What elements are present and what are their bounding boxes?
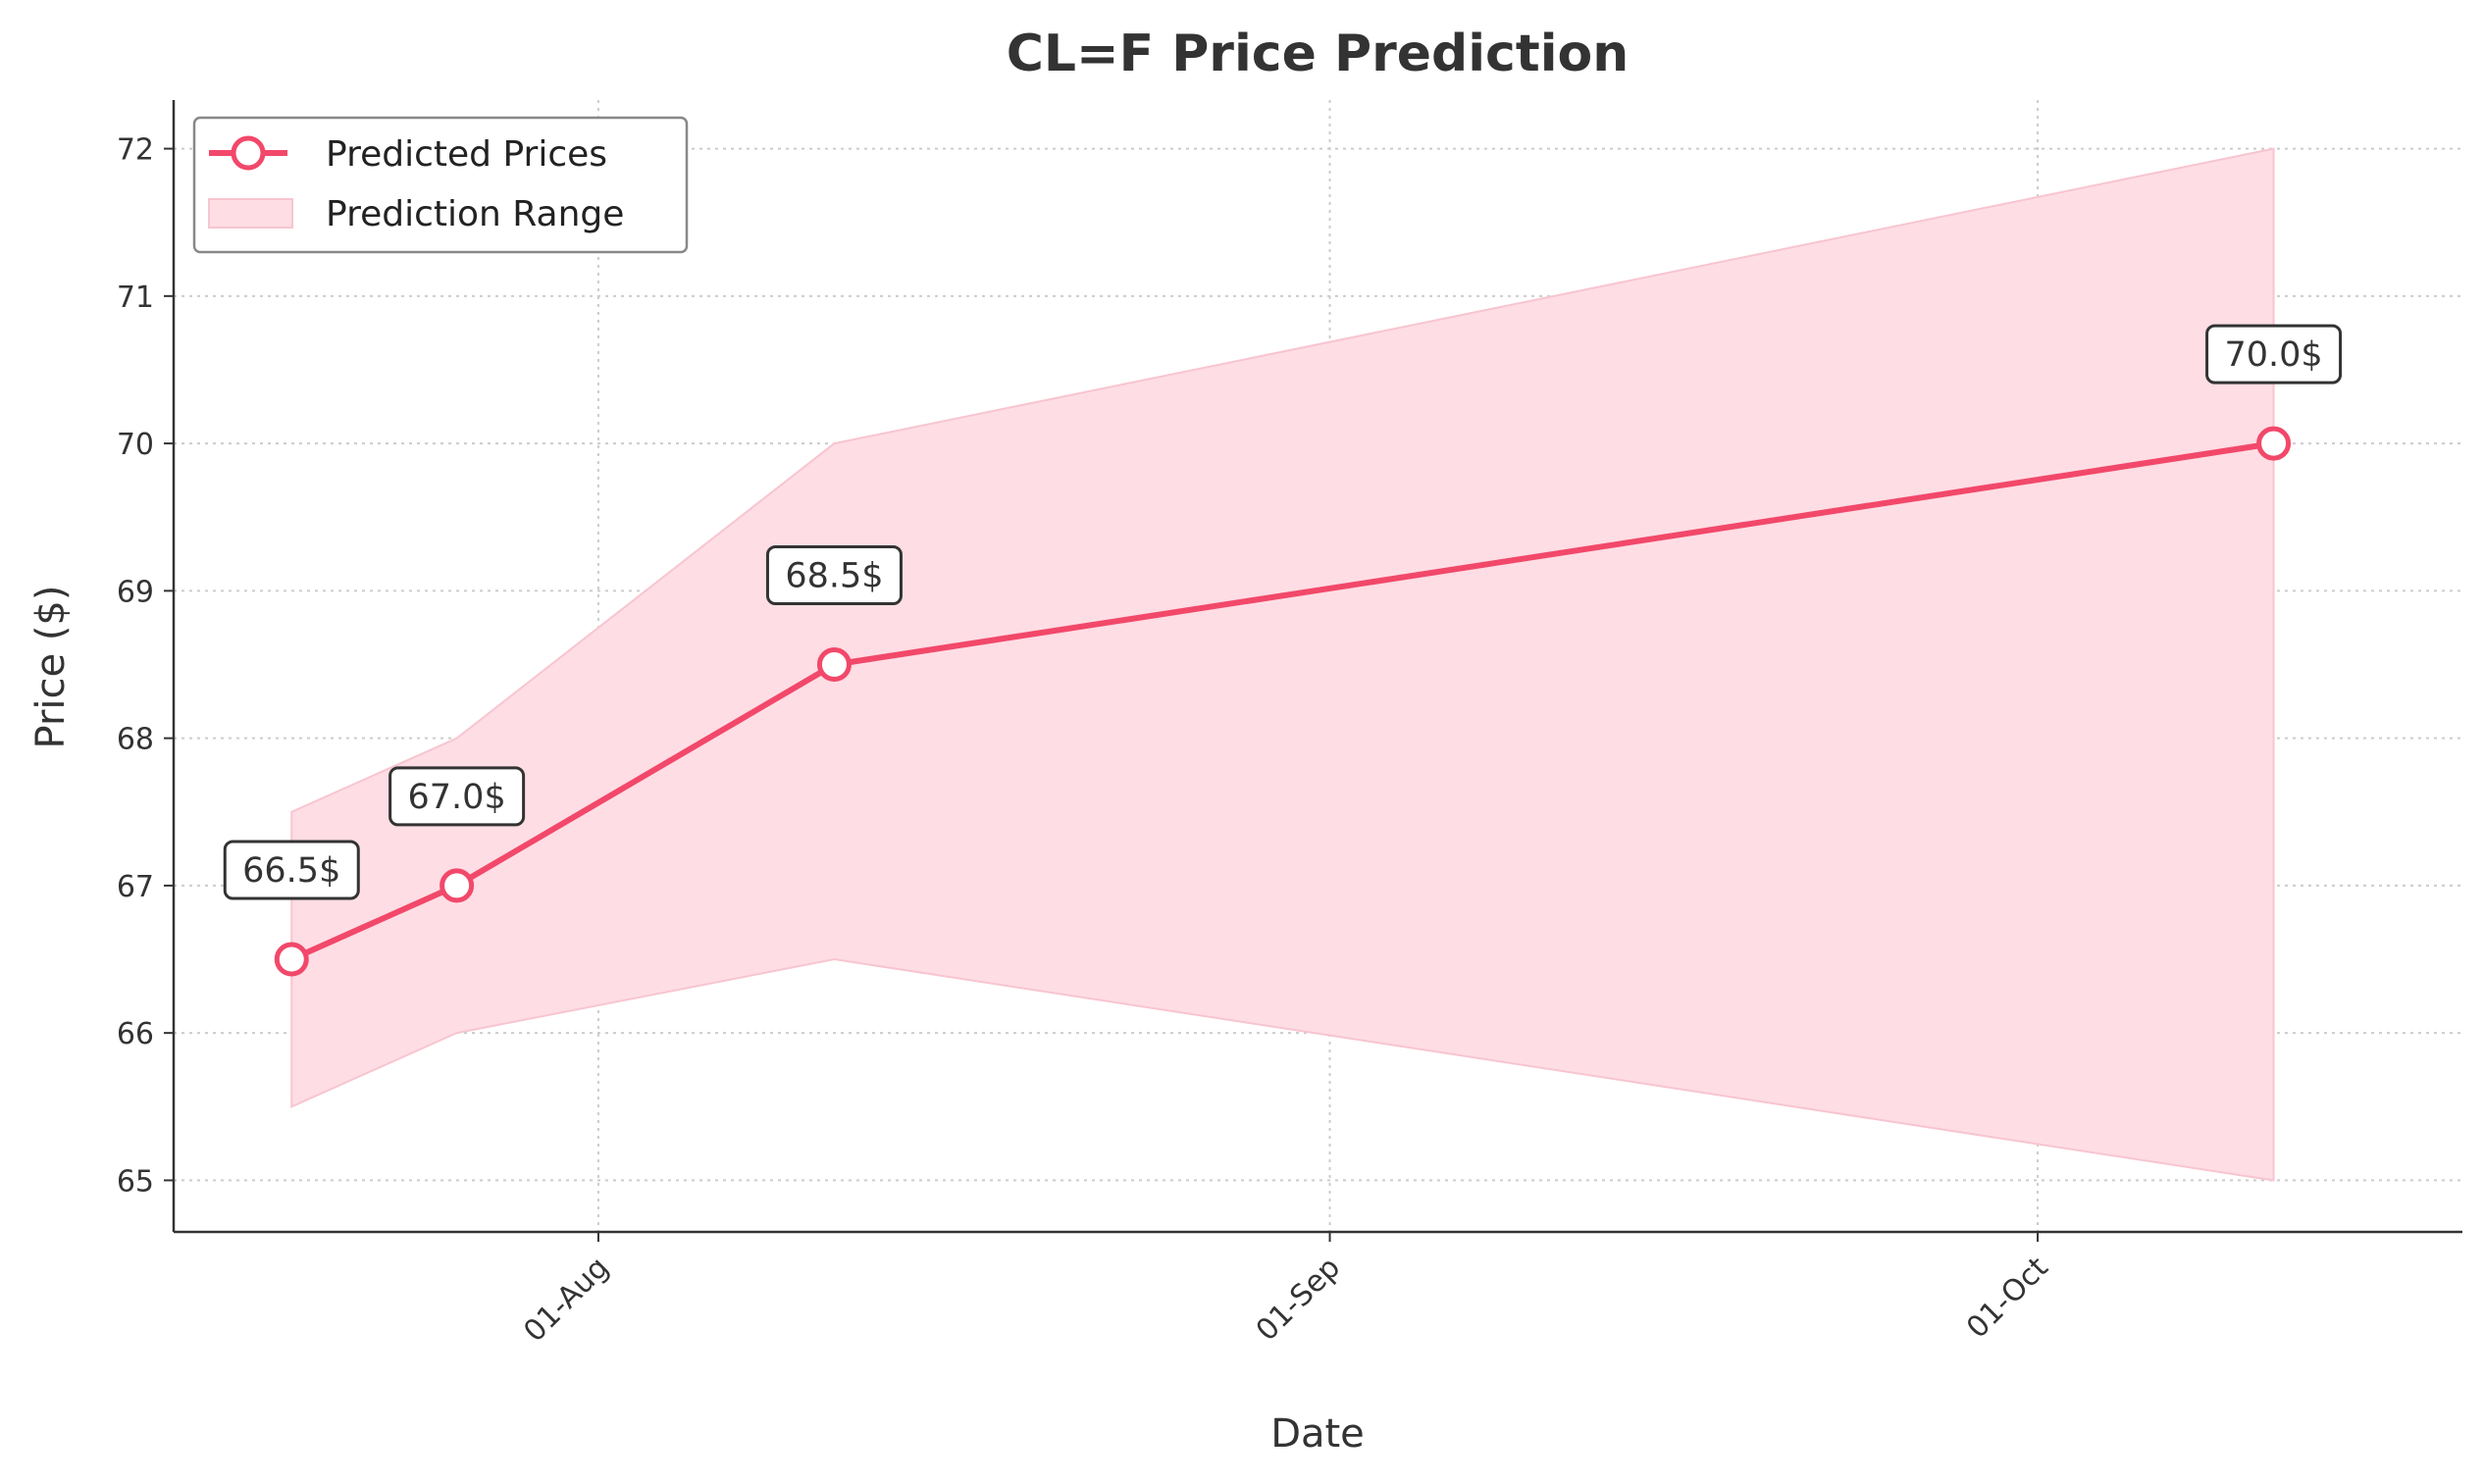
prediction-range-band (290, 147, 2275, 1182)
legend-box (192, 116, 689, 254)
y-tick-label: 65 (117, 1164, 154, 1199)
predicted-prices-line (288, 440, 2277, 963)
data-point-marker (440, 868, 475, 903)
prediction-range-area (290, 147, 2275, 1182)
data-point-marker (274, 942, 309, 977)
legend: Predicted Prices Prediction Range (192, 116, 689, 254)
y-tick-label: 72 (117, 133, 154, 168)
data-label: 67.0$ (408, 778, 506, 817)
y-tick-label: 66 (117, 1017, 154, 1051)
data-label: 70.0$ (2224, 335, 2322, 375)
legend-label-predicted-prices: Predicted Prices (326, 134, 607, 175)
y-tick-label: 67 (117, 870, 154, 904)
data-label: 68.5$ (785, 556, 883, 595)
y-tick-label: 71 (117, 281, 154, 315)
data-label-box (2205, 324, 2343, 384)
axes (172, 100, 2462, 1234)
y-axis-title: Price ($) (28, 586, 74, 749)
y-tick-label: 68 (117, 723, 154, 757)
legend-band-swatch (208, 198, 293, 229)
y-tick-label: 69 (117, 575, 154, 609)
x-axis-title: Date (1270, 1411, 1365, 1457)
legend-marker-swatch (231, 135, 266, 171)
y-tick-label: 70 (117, 428, 154, 462)
chart-title: CL=F Price Prediction (1007, 25, 1629, 83)
data-labels: 66.5$ 67.0$ 68.5$ 70.0$ (223, 324, 2343, 900)
predicted-prices-series (288, 440, 2277, 963)
data-label-box (223, 840, 360, 900)
data-point-marker (816, 646, 852, 682)
data-markers (274, 426, 2292, 977)
data-label-box (388, 766, 526, 827)
data-label: 66.5$ (242, 851, 340, 891)
data-label-box (765, 544, 903, 605)
legend-label-prediction-range: Prediction Range (326, 194, 624, 234)
data-point-marker (2256, 426, 2292, 461)
